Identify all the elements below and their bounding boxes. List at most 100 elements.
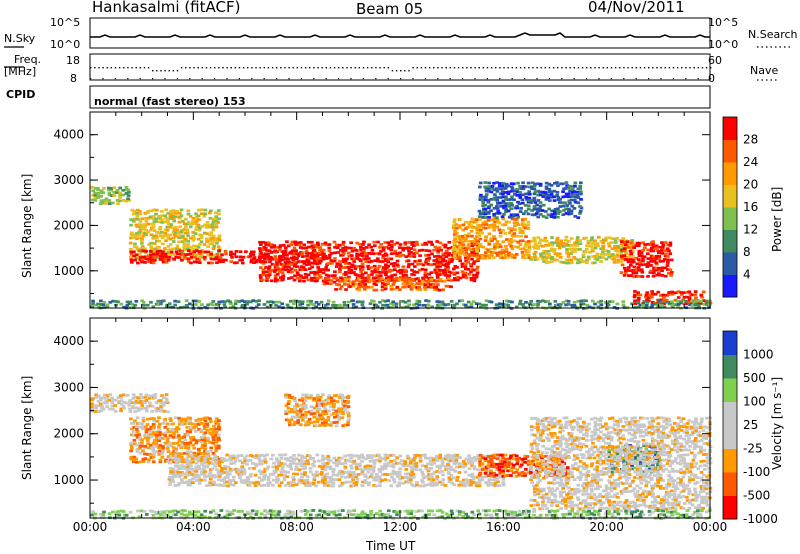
power-cell	[372, 264, 377, 268]
power-cell	[669, 271, 674, 274]
velocity-cell	[476, 454, 480, 458]
power-cell	[246, 255, 251, 259]
power-cell	[533, 255, 538, 259]
power-cell	[446, 284, 451, 288]
velocity-cell	[259, 453, 264, 457]
power-cell	[115, 189, 120, 192]
power-cell	[215, 256, 219, 259]
power-cell	[471, 262, 476, 265]
power-cell	[194, 249, 199, 253]
velocity-cell	[383, 472, 387, 476]
power-cell	[533, 246, 537, 250]
power-cell	[273, 257, 278, 261]
power-cell	[326, 268, 331, 272]
power-cell	[168, 237, 173, 241]
power-cell	[278, 276, 283, 279]
power-cell	[338, 270, 342, 274]
nsearch-tick-top: 10^5	[708, 16, 739, 29]
velocity-cell	[288, 484, 292, 488]
nave-tick-bottom: 0	[708, 72, 715, 85]
power-cell	[427, 249, 432, 253]
velocity-cell	[461, 462, 466, 466]
freq-dot	[375, 67, 377, 69]
power-cell	[362, 246, 366, 250]
velocity-cell	[205, 425, 209, 429]
nave-dot	[350, 78, 352, 80]
power-cell	[171, 240, 176, 243]
power-cell	[403, 283, 408, 287]
nave-dot	[536, 78, 538, 80]
power-cell	[429, 240, 433, 244]
power-cell	[261, 240, 266, 244]
power-cell	[129, 236, 133, 240]
velocity-cell	[312, 464, 317, 468]
power-cell	[313, 251, 318, 254]
power-cell	[258, 274, 263, 277]
velocity-cell	[180, 460, 185, 464]
power-cell	[281, 268, 286, 271]
power-cell	[649, 254, 654, 258]
power-cell	[444, 251, 448, 255]
velocity-cell	[200, 417, 204, 421]
power-cell	[449, 260, 454, 263]
power-cell	[433, 255, 437, 258]
power-cell	[610, 257, 615, 261]
nave-dot	[524, 78, 526, 80]
power-cell	[595, 258, 600, 261]
velocity-cell	[415, 483, 419, 487]
power-cell	[573, 250, 577, 253]
velocity-cell	[315, 393, 320, 397]
power-cell	[278, 270, 282, 273]
nave-dot	[313, 78, 315, 80]
date-title: 04/Nov/2011	[588, 0, 685, 16]
power-cell	[640, 263, 644, 266]
power-cell	[660, 252, 665, 255]
power-cell	[131, 233, 136, 237]
power-cell	[315, 254, 320, 258]
velocity-cell	[253, 484, 258, 488]
power-cell	[192, 253, 196, 256]
power-cell	[287, 260, 291, 264]
power-cell	[495, 212, 499, 215]
power-cell	[191, 216, 196, 220]
velocity-cell	[213, 475, 218, 479]
power-cell	[358, 280, 363, 283]
power-cell	[565, 250, 569, 254]
velocity-cell	[472, 481, 476, 485]
velocity-cell	[342, 399, 347, 403]
velocity-cell	[498, 457, 503, 461]
velocity-cell	[385, 456, 390, 460]
velocity-cell	[301, 399, 306, 402]
velocity-cell	[426, 483, 431, 487]
power-cell	[489, 225, 494, 229]
power-cell	[215, 253, 220, 256]
power-cell	[586, 255, 591, 259]
power-cell	[142, 303, 146, 307]
power-cell	[524, 185, 528, 189]
power-cell	[350, 263, 355, 267]
power-cell	[384, 276, 389, 280]
power-cell	[648, 271, 653, 274]
power-cell	[149, 209, 154, 213]
velocity-cell	[390, 475, 394, 479]
power-cell	[707, 306, 711, 309]
power-cell	[510, 203, 514, 207]
power-cell	[417, 300, 422, 303]
velocity-cell	[477, 484, 482, 488]
power-cell	[409, 286, 414, 289]
power-cell	[475, 255, 480, 259]
velocity-cell	[340, 470, 345, 474]
power-cell	[126, 197, 130, 201]
power-cell	[359, 252, 364, 256]
nave-dot	[437, 78, 439, 80]
power-cell	[144, 233, 149, 237]
power-cell	[266, 300, 270, 304]
velocity-cell	[286, 471, 291, 474]
velocity-cell	[308, 470, 313, 474]
power-cell	[133, 258, 137, 262]
velocity-cell	[458, 480, 463, 484]
velocity-cell	[199, 459, 204, 463]
velocity-cell	[111, 398, 116, 402]
power-cell	[209, 251, 214, 254]
power-cell	[156, 303, 161, 306]
